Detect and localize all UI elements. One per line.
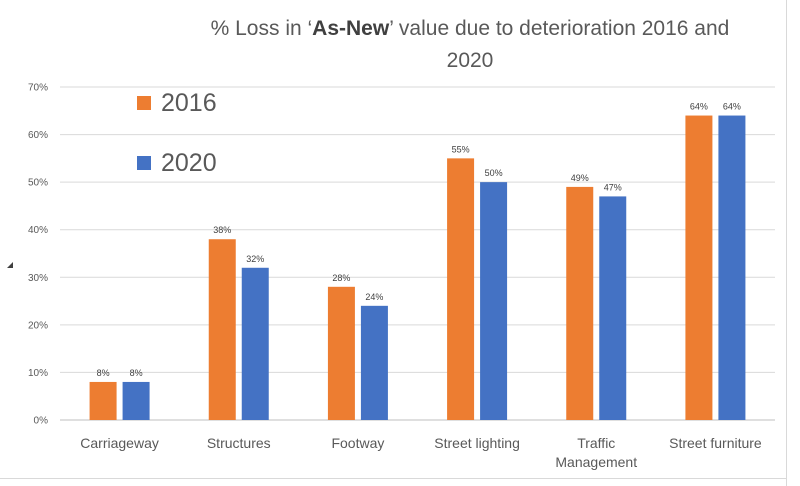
data-label-2020: 32% xyxy=(246,254,264,264)
data-label-2016: 55% xyxy=(452,144,470,154)
bar-2020 xyxy=(360,305,388,420)
chart-title-before: % Loss in ‘ xyxy=(210,17,313,40)
bar-2020 xyxy=(718,115,746,421)
legend-label-2020: 2020 xyxy=(161,148,217,177)
y-tick-label: 10% xyxy=(28,368,48,379)
y-tick-label: 20% xyxy=(28,320,48,331)
bar-2020 xyxy=(599,196,627,420)
data-label-2020: 64% xyxy=(723,102,741,112)
chart-frame-right-border xyxy=(786,0,787,486)
data-label-2016: 38% xyxy=(213,225,231,235)
y-tick-label: 0% xyxy=(34,416,49,427)
x-tick-label: Traffic xyxy=(577,435,615,451)
data-label-2020: 24% xyxy=(365,292,383,302)
y-tick-label: 40% xyxy=(28,225,48,236)
data-label-2020: 50% xyxy=(485,168,503,178)
legend-swatch-2016 xyxy=(137,96,151,110)
bar-2016 xyxy=(89,381,117,420)
x-tick-label: Carriageway xyxy=(80,435,159,451)
data-label-2016: 8% xyxy=(97,368,110,378)
bar-2016 xyxy=(685,115,713,421)
bar-2016 xyxy=(566,186,594,420)
y-tick-label: 70% xyxy=(28,83,48,94)
bar-2016 xyxy=(447,158,475,420)
x-tick-label: Street furniture xyxy=(669,435,762,451)
chart-title-after: ’ value due to deterioration 2016 and xyxy=(389,17,730,40)
x-tick-label: Street lighting xyxy=(434,435,520,451)
bar-2020 xyxy=(122,381,150,420)
chart-title-line2: 2020 xyxy=(446,49,494,72)
resize-triangle-icon[interactable] xyxy=(7,262,13,268)
data-label-2016: 49% xyxy=(571,173,589,183)
data-label-2016: 28% xyxy=(332,273,350,283)
legend-item-2020[interactable]: 2020 xyxy=(137,147,217,179)
bar-2020 xyxy=(480,182,508,420)
chart-title-emphasis: As-New xyxy=(312,17,390,40)
legend-item-2016[interactable]: 2016 xyxy=(137,87,217,119)
y-tick-label: 50% xyxy=(28,178,48,189)
x-tick-label: Management xyxy=(555,454,637,470)
legend-label-2016: 2016 xyxy=(161,88,217,117)
y-tick-label: 30% xyxy=(28,273,48,284)
x-tick-label: Structures xyxy=(207,435,271,451)
bar-2020 xyxy=(241,267,269,420)
data-label-2020: 8% xyxy=(130,368,143,378)
x-tick-label: Footway xyxy=(331,435,384,451)
y-tick-label: 60% xyxy=(28,130,48,141)
chart-frame-bottom-border xyxy=(0,478,787,479)
data-label-2016: 64% xyxy=(690,102,708,112)
chart-title: % Loss in ‘As-New’ value due to deterior… xyxy=(160,17,780,41)
bar-2016 xyxy=(327,286,355,420)
legend-swatch-2020 xyxy=(137,156,151,170)
data-label-2020: 47% xyxy=(604,182,622,192)
bar-2016 xyxy=(208,239,236,420)
